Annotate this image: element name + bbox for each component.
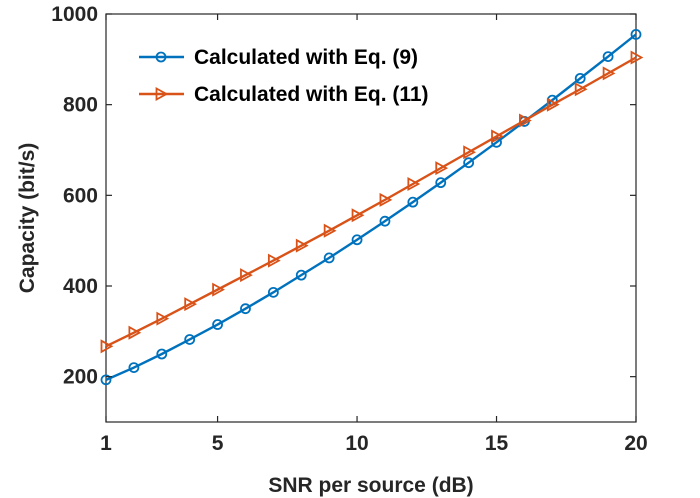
series-1-point: [630, 29, 642, 40]
series-1-point: [407, 196, 419, 208]
series-1-point: [435, 177, 447, 189]
series-2-point: [240, 268, 253, 283]
series-1-point: [351, 234, 363, 246]
series-1-point: [156, 348, 168, 360]
series-2-point: [184, 297, 198, 312]
series-1-point: [463, 157, 475, 169]
series-1-point: [574, 72, 586, 84]
series-2-point: [128, 325, 142, 340]
series-1-point: [240, 303, 251, 315]
series-1-point: [323, 252, 335, 264]
y-tick-label: 1000: [51, 3, 98, 26]
series-1-point: [212, 319, 223, 330]
series-2-point: [267, 253, 281, 268]
series-2-point: [100, 339, 114, 354]
y-tick-label: 200: [63, 366, 98, 389]
series-2-point: [574, 82, 588, 97]
series-2-point: [323, 223, 337, 238]
series-1-point: [295, 269, 307, 281]
legend-label-2: Calculated with Eq. (11): [194, 83, 429, 106]
y-axis-title: Capacity (bit/s): [16, 143, 39, 294]
series-1-point: [100, 374, 112, 386]
x-tick-label: 5: [212, 432, 224, 455]
series-2-point: [630, 50, 644, 65]
series-2-point: [379, 192, 393, 207]
x-tick-label: 20: [624, 432, 647, 455]
x-tick-label: 10: [345, 432, 368, 455]
series-2-point: [351, 208, 365, 223]
legend-label-1: Calculated with Eq. (9): [194, 46, 418, 69]
legend: Calculated with Eq. (9) Calculated with E…: [139, 46, 429, 106]
series-2-point: [491, 129, 504, 144]
legend-marker-2: [155, 86, 169, 102]
series-2-point: [212, 282, 225, 297]
plot-area: [105, 13, 637, 423]
series-2-point: [546, 97, 560, 112]
legend-marker-1: [155, 51, 167, 63]
series-2-point: [463, 145, 476, 160]
x-axis-title: SNR per source (dB): [268, 474, 473, 497]
series-2-point: [407, 176, 421, 192]
y-tick-label: 800: [63, 94, 98, 117]
series-2-point: [435, 161, 449, 176]
series-2: [100, 50, 644, 354]
series-2-point: [295, 238, 309, 253]
series-1-point: [267, 286, 279, 298]
x-tick-label: 1: [100, 432, 112, 455]
y-tick-label: 600: [63, 184, 98, 207]
series-2-point: [156, 311, 170, 326]
series-2-point: [519, 113, 532, 128]
y-tick-label: 400: [63, 275, 98, 298]
series-1-point: [184, 334, 196, 345]
series-1-point: [128, 362, 140, 374]
series-1-point: [602, 51, 614, 63]
x-tick-label: 15: [485, 432, 509, 455]
series-2-point: [602, 66, 616, 81]
series-1-point: [379, 215, 391, 227]
